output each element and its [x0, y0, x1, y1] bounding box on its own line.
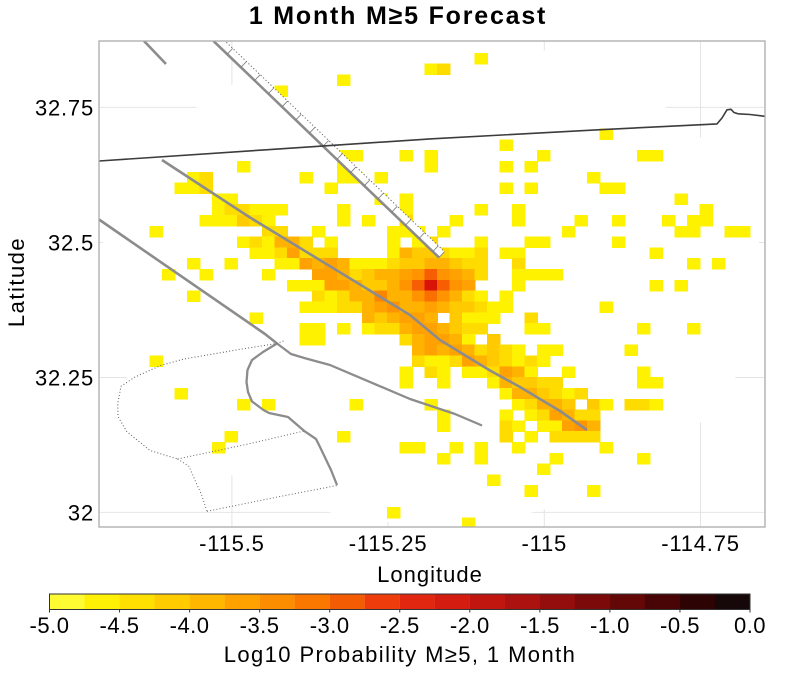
svg-text:-3.5: -3.5 — [240, 613, 280, 638]
svg-text:-4.0: -4.0 — [170, 613, 210, 638]
svg-text:-1.0: -1.0 — [590, 613, 630, 638]
svg-text:-3.0: -3.0 — [310, 613, 350, 638]
svg-text:-2.5: -2.5 — [380, 613, 420, 638]
svg-text:1 Month M≥5 Forecast: 1 Month M≥5 Forecast — [249, 2, 547, 30]
svg-text:Longitude: Longitude — [377, 562, 483, 587]
svg-text:-4.5: -4.5 — [100, 613, 140, 638]
svg-text:-115: -115 — [521, 531, 567, 556]
svg-text:32.5: 32.5 — [48, 231, 94, 256]
svg-text:32: 32 — [68, 500, 94, 525]
svg-text:Latitude: Latitude — [4, 237, 29, 327]
svg-text:-2.0: -2.0 — [450, 613, 490, 638]
svg-text:-114.75: -114.75 — [661, 531, 740, 556]
svg-text:Log10 Probability M≥5, 1 Month: Log10 Probability M≥5, 1 Month — [224, 642, 576, 667]
svg-text:-1.5: -1.5 — [520, 613, 560, 638]
svg-text:-115.25: -115.25 — [349, 531, 428, 556]
svg-text:32.25: 32.25 — [35, 366, 94, 391]
svg-text:-0.5: -0.5 — [660, 613, 700, 638]
svg-text:32.75: 32.75 — [35, 95, 94, 120]
svg-text:0.0: 0.0 — [734, 613, 766, 638]
svg-text:-115.5: -115.5 — [199, 531, 265, 556]
svg-text:-5.0: -5.0 — [30, 613, 70, 638]
